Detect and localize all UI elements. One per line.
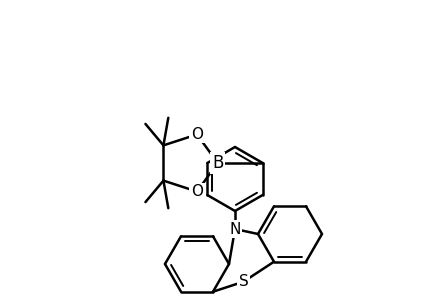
Text: B: B [212, 154, 224, 172]
Text: N: N [229, 222, 241, 236]
Text: O: O [191, 184, 203, 199]
Text: O: O [191, 127, 203, 142]
Text: S: S [239, 274, 249, 289]
